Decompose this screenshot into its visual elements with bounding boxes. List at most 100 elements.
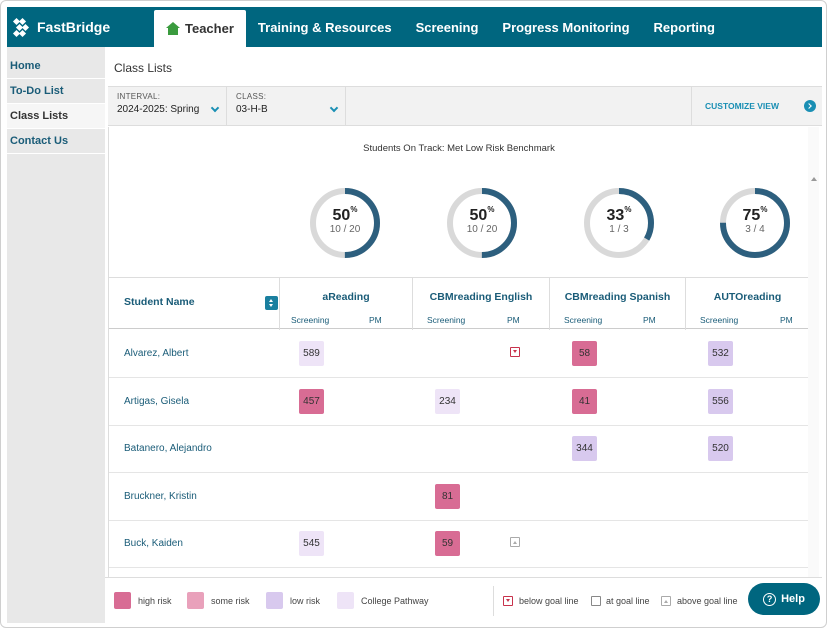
interval-value: 2024-2025: Spring xyxy=(117,104,200,115)
screening-score[interactable]: 234 xyxy=(435,388,460,414)
sub-screening: Screening xyxy=(291,315,330,325)
customize-view-label: CUSTOMIZE VIEW xyxy=(705,101,779,111)
logo-text: FastBridge xyxy=(37,19,111,35)
class-list-panel: Students On Track: Met Low Risk Benchmar… xyxy=(108,127,808,577)
donut-label: 33% 1 / 3 xyxy=(582,186,656,260)
fastbridge-logo-icon xyxy=(12,17,33,38)
screening-score[interactable]: 545 xyxy=(299,531,324,556)
help-label: Help xyxy=(781,593,805,605)
sub-pm: PM xyxy=(780,315,793,325)
sub-screening: Screening xyxy=(564,315,603,325)
nav-training-resources[interactable]: Training & Resources xyxy=(257,19,392,35)
sub-pm: PM xyxy=(507,315,520,325)
nav-teacher[interactable]: Teacher xyxy=(154,10,246,47)
donut-label: 75% 3 / 4 xyxy=(718,186,792,260)
legend-low-risk-label: low risk xyxy=(290,596,321,606)
group-autoreading: AUTOreading Screening PM xyxy=(685,278,808,330)
group-title: aReading xyxy=(322,291,370,303)
sub-pm: PM xyxy=(643,315,656,325)
donut-percent: 50% xyxy=(469,205,495,224)
nav-progress-monitoring[interactable]: Progress Monitoring xyxy=(502,19,630,35)
table-header: Student Name aReading Screening PM CBMre… xyxy=(109,277,808,330)
donut-chart-2: 50% 10 / 20 xyxy=(445,186,519,260)
customize-view-button[interactable]: CUSTOMIZE VIEW xyxy=(691,87,822,125)
donut-ring xyxy=(584,188,654,258)
table-row: Bruckner, Kristin 81 xyxy=(109,473,808,521)
donut-progress xyxy=(720,188,790,258)
donut-chart-1: 50% 10 / 20 xyxy=(308,186,382,260)
sidebar-item-contact-us[interactable]: Contact Us xyxy=(7,129,105,154)
donut-fraction: 1 / 3 xyxy=(609,224,629,235)
sidebar: Home To-Do List Class Lists Contact Us xyxy=(7,47,105,623)
legend-high-risk-swatch xyxy=(114,592,131,609)
screening-score[interactable]: 59 xyxy=(435,531,460,556)
table-row: Batanero, Alejandro 344 520 xyxy=(109,425,808,473)
donut-chart-4: 75% 3 / 4 xyxy=(718,186,792,260)
donut-ring xyxy=(447,188,517,258)
donut-percent: 75% xyxy=(742,205,768,224)
help-button[interactable]: ? Help xyxy=(748,583,820,615)
student-name[interactable]: Alvarez, Albert xyxy=(124,348,189,359)
donut-label: 50% 10 / 20 xyxy=(445,186,519,260)
screening-score[interactable]: 41 xyxy=(572,388,597,414)
screening-score[interactable]: 58 xyxy=(572,341,597,366)
group-cbmreading-english: CBMreading English Screening PM xyxy=(412,278,549,330)
legend-some-risk-label: some risk xyxy=(211,596,250,606)
group-title: CBMreading Spanish xyxy=(564,291,671,303)
below-goal-icon[interactable] xyxy=(510,347,520,357)
sidebar-item-todo-list[interactable]: To-Do List xyxy=(7,79,105,104)
sub-screening: Screening xyxy=(427,315,466,325)
interval-select[interactable]: INTERVAL: 2024-2025: Spring xyxy=(108,87,227,125)
main-content: Class Lists INTERVAL: 2024-2025: Spring … xyxy=(105,47,822,623)
class-select[interactable]: CLASS: 03-H-B xyxy=(227,87,346,125)
student-name[interactable]: Batanero, Alejandro xyxy=(124,443,212,454)
screening-score[interactable]: 532 xyxy=(708,341,733,366)
sub-pm: PM xyxy=(369,315,382,325)
legend-divider xyxy=(493,586,494,616)
donut-percent: 50% xyxy=(332,205,358,224)
table-row: Artigas, Gisela 457 234 41 556 xyxy=(109,378,808,426)
class-value: 03-H-B xyxy=(236,104,268,115)
group-cbmreading-spanish: CBMreading Spanish Screening PM xyxy=(549,278,685,330)
fastbridge-logo[interactable]: FastBridge xyxy=(12,16,111,38)
donut-ring xyxy=(720,188,790,258)
screening-score[interactable]: 344 xyxy=(572,436,597,461)
screening-score[interactable]: 81 xyxy=(435,483,460,509)
group-title: AUTOreading xyxy=(713,291,782,303)
screening-score[interactable]: 556 xyxy=(708,388,733,414)
student-name[interactable]: Buck, Kaiden xyxy=(124,538,183,549)
legend-bar: high risk some risk low risk College Pat… xyxy=(105,577,822,623)
donut-chart-3: 33% 1 / 3 xyxy=(582,186,656,260)
legend-below-goal-label: below goal line xyxy=(519,596,579,606)
page-title: Class Lists xyxy=(114,61,173,75)
donut-fraction: 3 / 4 xyxy=(745,224,765,235)
arrow-right-circle-icon xyxy=(804,100,816,112)
screening-score[interactable]: 589 xyxy=(299,341,324,366)
donut-fraction: 10 / 20 xyxy=(329,224,361,235)
vertical-scrollbar[interactable] xyxy=(808,127,819,577)
home-icon xyxy=(166,22,180,35)
top-navigation-bar: FastBridge Teacher Training & Resources … xyxy=(7,7,822,47)
table-row: Alvarez, Albert 589 58 532 xyxy=(109,330,808,378)
below-goal-icon xyxy=(503,596,513,606)
screening-score[interactable]: 457 xyxy=(299,388,324,414)
student-name-header[interactable]: Student Name xyxy=(124,296,195,308)
screening-score[interactable]: 520 xyxy=(708,436,733,461)
nav-screening[interactable]: Screening xyxy=(415,19,479,35)
student-name[interactable]: Bruckner, Kristin xyxy=(124,490,197,502)
sidebar-item-home[interactable]: Home xyxy=(7,54,105,79)
nav-reporting[interactable]: Reporting xyxy=(653,19,715,35)
sidebar-item-class-lists[interactable]: Class Lists xyxy=(7,104,105,129)
legend-low-risk-swatch xyxy=(266,592,283,609)
donut-label: 50% 10 / 20 xyxy=(308,186,382,260)
donut-progress xyxy=(310,188,380,258)
above-goal-icon[interactable] xyxy=(510,537,520,547)
table-row: Buck, Kaiden 545 59 xyxy=(109,520,808,568)
at-goal-icon xyxy=(591,596,601,606)
scroll-up-arrow-icon[interactable] xyxy=(811,177,817,181)
main-nav: Teacher Training & Resources Screening P… xyxy=(154,7,727,47)
student-name[interactable]: Artigas, Gisela xyxy=(124,395,190,407)
sort-icon[interactable] xyxy=(265,296,278,310)
question-circle-icon: ? xyxy=(763,592,777,606)
